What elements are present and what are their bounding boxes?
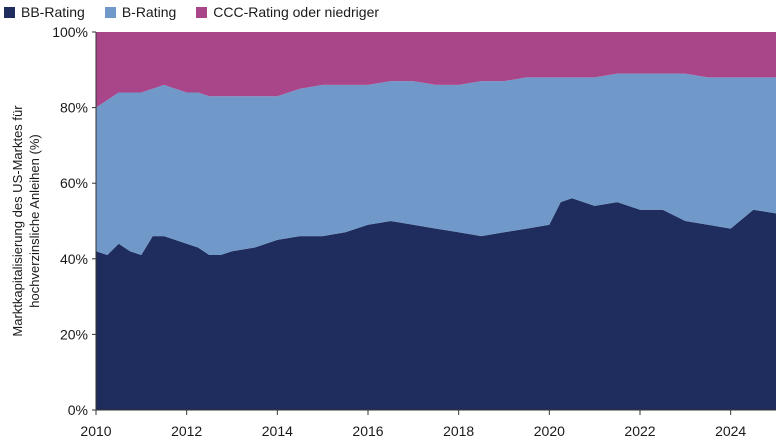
y-tick-label: 80% (60, 100, 88, 116)
y-tick-label: 20% (60, 326, 88, 342)
y-tick-label: 40% (60, 251, 88, 267)
x-tick-label: 2014 (262, 423, 293, 439)
legend-label-ccc: CCC-Rating oder niedriger (213, 4, 380, 20)
legend-swatch-bb (4, 6, 15, 18)
legend-label-b: B-Rating (121, 4, 177, 20)
area-series-2 (96, 32, 776, 108)
x-tick-label: 2010 (80, 423, 111, 439)
x-tick-label: 2018 (443, 423, 474, 439)
x-tick-label: 2016 (352, 423, 383, 439)
legend-item-ccc: CCC-Rating oder niedriger (196, 3, 379, 21)
y-tick-label: 0% (68, 402, 88, 418)
legend: BB-Rating B-Rating CCC-Rating oder niedr… (4, 3, 379, 21)
x-tick-label: 2012 (171, 423, 202, 439)
area-series-1 (96, 73, 776, 255)
area-series-0 (96, 198, 776, 410)
y-tick-label: 100% (52, 24, 88, 40)
legend-item-b: B-Rating (104, 3, 177, 21)
x-tick-label: 2020 (534, 423, 565, 439)
x-tick-label: 2022 (624, 423, 655, 439)
legend-swatch-b (104, 6, 116, 18)
legend-item-bb: BB-Rating (4, 3, 85, 21)
y-tick-label: 60% (60, 175, 88, 191)
legend-swatch-ccc (196, 6, 208, 18)
legend-label-bb: BB-Rating (21, 4, 85, 20)
x-tick-label: 2024 (715, 423, 746, 439)
